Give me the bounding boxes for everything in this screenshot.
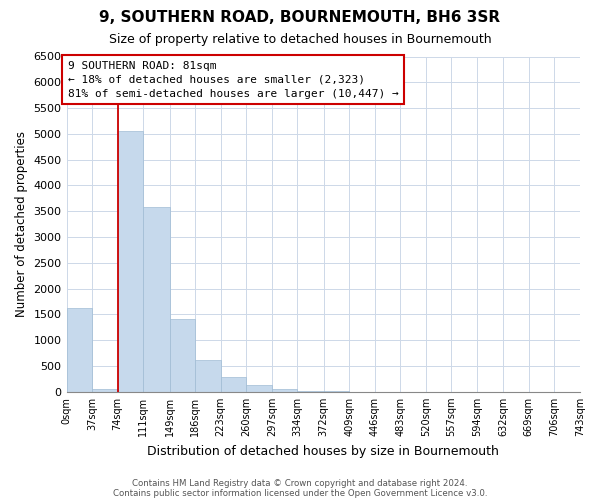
Text: Contains HM Land Registry data © Crown copyright and database right 2024.: Contains HM Land Registry data © Crown c… [132, 478, 468, 488]
Bar [246, 385, 272, 392]
Text: Contains public sector information licensed under the Open Government Licence v3: Contains public sector information licen… [113, 488, 487, 498]
Y-axis label: Number of detached properties: Number of detached properties [15, 131, 28, 317]
Bar [118, 131, 143, 392]
Bar [195, 360, 221, 392]
Text: 9, SOUTHERN ROAD, BOURNEMOUTH, BH6 3SR: 9, SOUTHERN ROAD, BOURNEMOUTH, BH6 3SR [100, 10, 500, 25]
Bar [272, 389, 298, 392]
Bar [170, 318, 195, 392]
Text: 9 SOUTHERN ROAD: 81sqm
← 18% of detached houses are smaller (2,323)
81% of semi-: 9 SOUTHERN ROAD: 81sqm ← 18% of detached… [68, 60, 398, 98]
Bar [143, 207, 170, 392]
Bar [67, 308, 92, 392]
Text: Size of property relative to detached houses in Bournemouth: Size of property relative to detached ho… [109, 32, 491, 46]
Bar [298, 390, 323, 392]
X-axis label: Distribution of detached houses by size in Bournemouth: Distribution of detached houses by size … [148, 444, 499, 458]
Bar [92, 390, 118, 392]
Bar [221, 377, 246, 392]
